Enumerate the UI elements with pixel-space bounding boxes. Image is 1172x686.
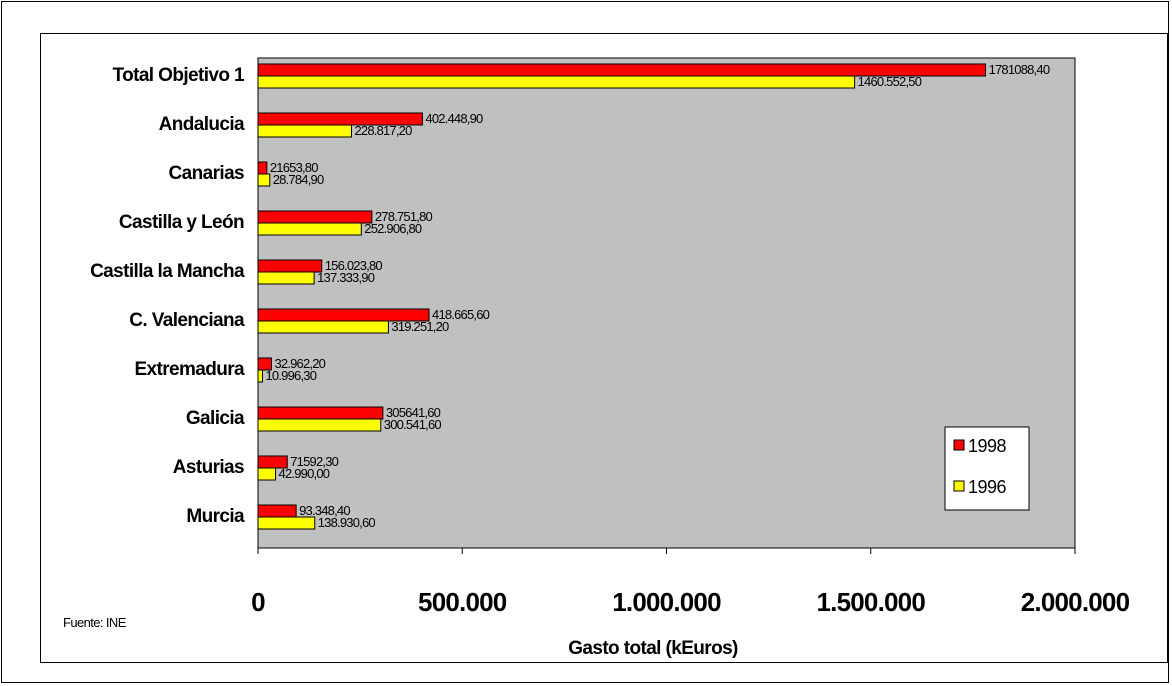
category-label-andalucia: Andalucia bbox=[159, 114, 245, 135]
value-label-1998-asturias: 71592,30 bbox=[290, 454, 338, 469]
value-label-1996-castilla-la-mancha: 137.333,90 bbox=[317, 270, 375, 285]
value-label-1998-c-valenciana: 418.665,60 bbox=[432, 307, 490, 322]
x-tick-label-0: 0 bbox=[251, 587, 265, 617]
bar-1996-canarias bbox=[257, 173, 271, 187]
bar-1996-andalucia bbox=[257, 124, 352, 138]
category-label-extremadura: Extremadura bbox=[134, 359, 245, 380]
category-label-canarias: Canarias bbox=[169, 163, 245, 184]
x-tick-label-1: 500.000 bbox=[418, 587, 507, 617]
value-label-1998-andalucia: 402.448,90 bbox=[425, 111, 483, 126]
x-axis-title: Gasto total (kEuros) bbox=[568, 638, 738, 659]
value-label-1998-canarias: 21653,80 bbox=[270, 160, 318, 175]
x-tick-label-3: 1.500.000 bbox=[817, 587, 926, 617]
bar-1996-murcia bbox=[257, 516, 316, 530]
value-label-1998-galicia: 305641,60 bbox=[386, 405, 441, 420]
bar-1998-canarias bbox=[257, 161, 268, 175]
value-label-1996-total-objetivo-1: 1460.552,50 bbox=[858, 74, 922, 89]
bar-1996-c-valenciana bbox=[257, 320, 389, 334]
bar-1996-asturias bbox=[257, 467, 277, 481]
category-label-castilla-y-leon: Castilla y León bbox=[119, 212, 244, 233]
bar-1998-extremadura bbox=[257, 357, 272, 371]
x-axis: 0 500.000 1.000.000 1.500.000 2.000.000 bbox=[251, 548, 1130, 617]
category-label-total-objetivo-1: Total Objetivo 1 bbox=[112, 65, 245, 86]
value-label-1998-total-objetivo-1: 1781088,40 bbox=[989, 62, 1050, 77]
bar-1998-galicia bbox=[257, 406, 384, 420]
category-label-galicia: Galicia bbox=[186, 408, 245, 429]
legend-label-1998: 1998 bbox=[968, 436, 1007, 456]
legend-swatch-1998 bbox=[953, 439, 965, 451]
category-label-castilla-la-mancha: Castilla la Mancha bbox=[90, 261, 245, 282]
value-label-1998-castilla-y-leon: 278.751,80 bbox=[375, 209, 433, 224]
bar-1996-castilla-la-mancha bbox=[257, 271, 315, 285]
x-tick-label-2: 1.000.000 bbox=[612, 587, 721, 617]
bars-layer bbox=[257, 63, 987, 530]
legend-label-1996: 1996 bbox=[968, 477, 1007, 497]
x-tick-label-4: 2.000.000 bbox=[1021, 587, 1130, 617]
bar-1996-extremadura bbox=[257, 369, 263, 383]
plot-area bbox=[257, 57, 1076, 549]
value-label-1996-canarias: 28.784,90 bbox=[273, 172, 324, 187]
category-label-c-valenciana: C. Valenciana bbox=[129, 310, 245, 331]
category-label-asturias: Asturias bbox=[173, 457, 244, 478]
bar-1996-total-objetivo-1 bbox=[257, 75, 856, 89]
value-label-1996-galicia: 300.541,60 bbox=[384, 417, 442, 432]
bar-1996-galicia bbox=[257, 418, 382, 432]
legend-swatch-1996 bbox=[953, 480, 965, 492]
bar-1996-castilla-y-leon bbox=[257, 222, 362, 236]
source-note: Fuente: INE bbox=[63, 615, 127, 630]
labels-layer: Total Objetivo 1 1781088,40 1460.552,50 And… bbox=[90, 62, 1051, 530]
chart-frame bbox=[40, 33, 1168, 663]
value-label-1996-c-valenciana: 319.251,20 bbox=[391, 319, 449, 334]
value-label-1996-extremadura: 10.996,30 bbox=[265, 368, 316, 383]
value-label-1996-castilla-y-leon: 252.906,80 bbox=[364, 221, 422, 236]
value-label-1996-murcia: 138.930,60 bbox=[318, 515, 376, 530]
value-label-1996-asturias: 42.990,00 bbox=[279, 466, 330, 481]
bar-1998-murcia bbox=[257, 504, 297, 518]
bar-1998-castilla-y-leon bbox=[257, 210, 373, 224]
value-label-1998-murcia: 93.348,40 bbox=[299, 503, 350, 518]
legend: 1998 1996 bbox=[944, 426, 1030, 511]
value-label-1998-extremadura: 32.962,20 bbox=[274, 356, 325, 371]
category-label-murcia: Murcia bbox=[186, 506, 245, 527]
bar-1998-castilla-la-mancha bbox=[257, 259, 323, 273]
value-label-1996-andalucia: 228.817,20 bbox=[354, 123, 412, 138]
value-label-1998-castilla-la-mancha: 156.023,80 bbox=[325, 258, 383, 273]
